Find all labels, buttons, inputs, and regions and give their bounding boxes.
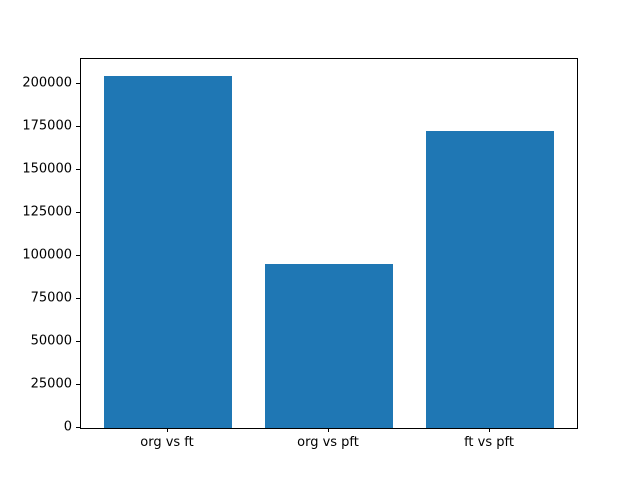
y-tick-mark (76, 255, 80, 257)
y-tick-mark (76, 341, 80, 343)
x-tick-label: org vs pft (297, 435, 359, 450)
y-tick-mark (76, 298, 80, 300)
x-tick-label: org vs ft (140, 435, 194, 450)
y-tick-mark (76, 212, 80, 214)
y-tick-mark (76, 169, 80, 171)
bar-org-vs-ft (103, 76, 233, 428)
plot-area (80, 58, 578, 429)
bar-org-vs-pft (264, 263, 394, 428)
y-tick-label: 125000 (22, 204, 72, 220)
y-tick-label: 50000 (30, 333, 72, 349)
y-tick-mark (76, 384, 80, 385)
y-tick-mark (76, 83, 80, 85)
bar-ft-vs-pft (425, 130, 555, 428)
y-tick-label: 0 (63, 419, 72, 435)
y-tick-label: 75000 (30, 290, 72, 306)
x-tick-mark (167, 428, 168, 432)
y-tick-mark (76, 427, 80, 428)
y-tick-label: 175000 (22, 118, 72, 134)
x-tick-mark (489, 428, 490, 432)
y-tick-mark (76, 126, 80, 128)
y-tick-label: 25000 (30, 376, 72, 392)
y-tick-label: 150000 (22, 161, 72, 177)
x-tick-label: ft vs pft (464, 435, 514, 450)
y-tick-label: 200000 (22, 75, 72, 91)
y-tick-label: 100000 (22, 247, 72, 263)
x-tick-mark (328, 428, 329, 432)
